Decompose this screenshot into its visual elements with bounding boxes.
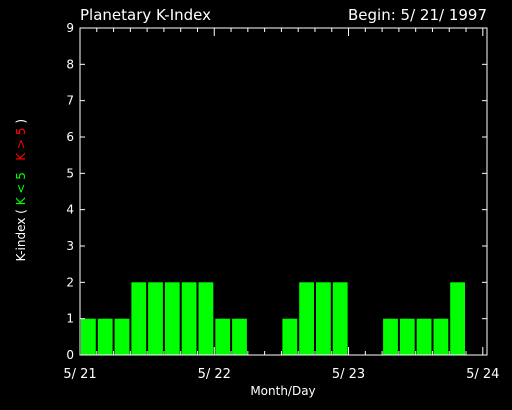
- k-index-bar: [232, 318, 247, 355]
- x-ticks-group: 5/ 21 5/ 22 5/ 23 5/ 24: [63, 28, 499, 382]
- k-index-bar: [131, 282, 147, 355]
- y-tick-label: 8: [66, 57, 74, 71]
- k-index-bar: [332, 282, 348, 355]
- k-index-bar: [164, 282, 180, 355]
- k-index-bar: [198, 282, 214, 355]
- y-label-open: (: [14, 209, 28, 214]
- y-tick-label: 6: [66, 130, 74, 144]
- k-index-bar: [383, 318, 398, 355]
- chart-title: Planetary K-Index: [80, 6, 211, 24]
- y-axis-label-text: K-index ( K < 5 K > 5 ): [14, 100, 28, 288]
- x-tick-label: 5/ 21: [63, 367, 96, 382]
- chart-subtitle: Begin: 5/ 21/ 1997: [348, 6, 487, 24]
- k-index-bar: [148, 282, 163, 355]
- y-ticks-group: 0 1 2 3 4 5 6 7 8 9: [66, 21, 487, 362]
- x-tick-label: 5/ 24: [466, 367, 499, 382]
- k-index-bar: [181, 282, 197, 355]
- y-label-green: K < 5: [14, 172, 28, 205]
- x-tick-label: 5/ 23: [332, 367, 365, 382]
- k-index-bar: [215, 318, 231, 355]
- k-index-bar: [399, 318, 415, 355]
- y-tick-label: 4: [66, 203, 74, 217]
- k-index-bar: [450, 282, 465, 355]
- y-tick-label: 9: [66, 21, 74, 35]
- k-index-bar: [316, 282, 331, 355]
- k-index-bar: [433, 318, 449, 355]
- y-label-prefix: K-index: [14, 218, 28, 262]
- y-tick-label: 1: [66, 312, 74, 326]
- y-tick-label: 3: [66, 239, 74, 253]
- x-axis-label: Month/Day: [250, 384, 315, 398]
- k-index-bar: [97, 318, 113, 355]
- y-tick-label: 5: [66, 166, 74, 180]
- x-tick-label: 5/ 22: [198, 367, 231, 382]
- y-tick-label: 7: [66, 94, 74, 108]
- k-index-bar: [416, 318, 432, 355]
- y-label-red: K > 5: [14, 127, 28, 160]
- bars-group: [81, 282, 465, 355]
- y-tick-label: 0: [66, 348, 74, 362]
- y-axis-label: K-index ( K < 5 K > 5 ): [14, 100, 28, 288]
- k-index-bar: [299, 282, 314, 355]
- k-index-bar: [114, 318, 130, 355]
- y-label-close: ): [14, 119, 28, 124]
- y-tick-label: 2: [66, 275, 74, 289]
- plot-frame: [79, 27, 488, 356]
- k-index-bar: [282, 318, 298, 355]
- k-index-bar: [81, 318, 96, 355]
